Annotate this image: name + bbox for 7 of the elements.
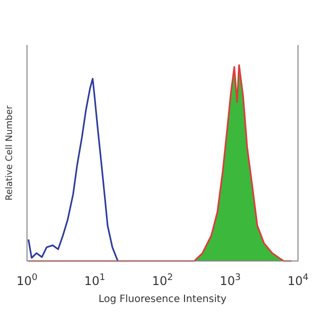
x-tick-label: 10$^{1}$ xyxy=(84,273,106,288)
y-axis-title: Relative Cell Number xyxy=(5,105,15,200)
x-tick-label: 10$^{0}$ xyxy=(16,273,38,288)
x-tick-label: 10$^{3}$ xyxy=(220,273,241,288)
x-axis-title: Log Fluoresence Intensity xyxy=(98,294,227,305)
x-tick-label: 10$^{4}$ xyxy=(287,273,309,288)
x-tick-label: 10$^{2}$ xyxy=(152,273,174,288)
